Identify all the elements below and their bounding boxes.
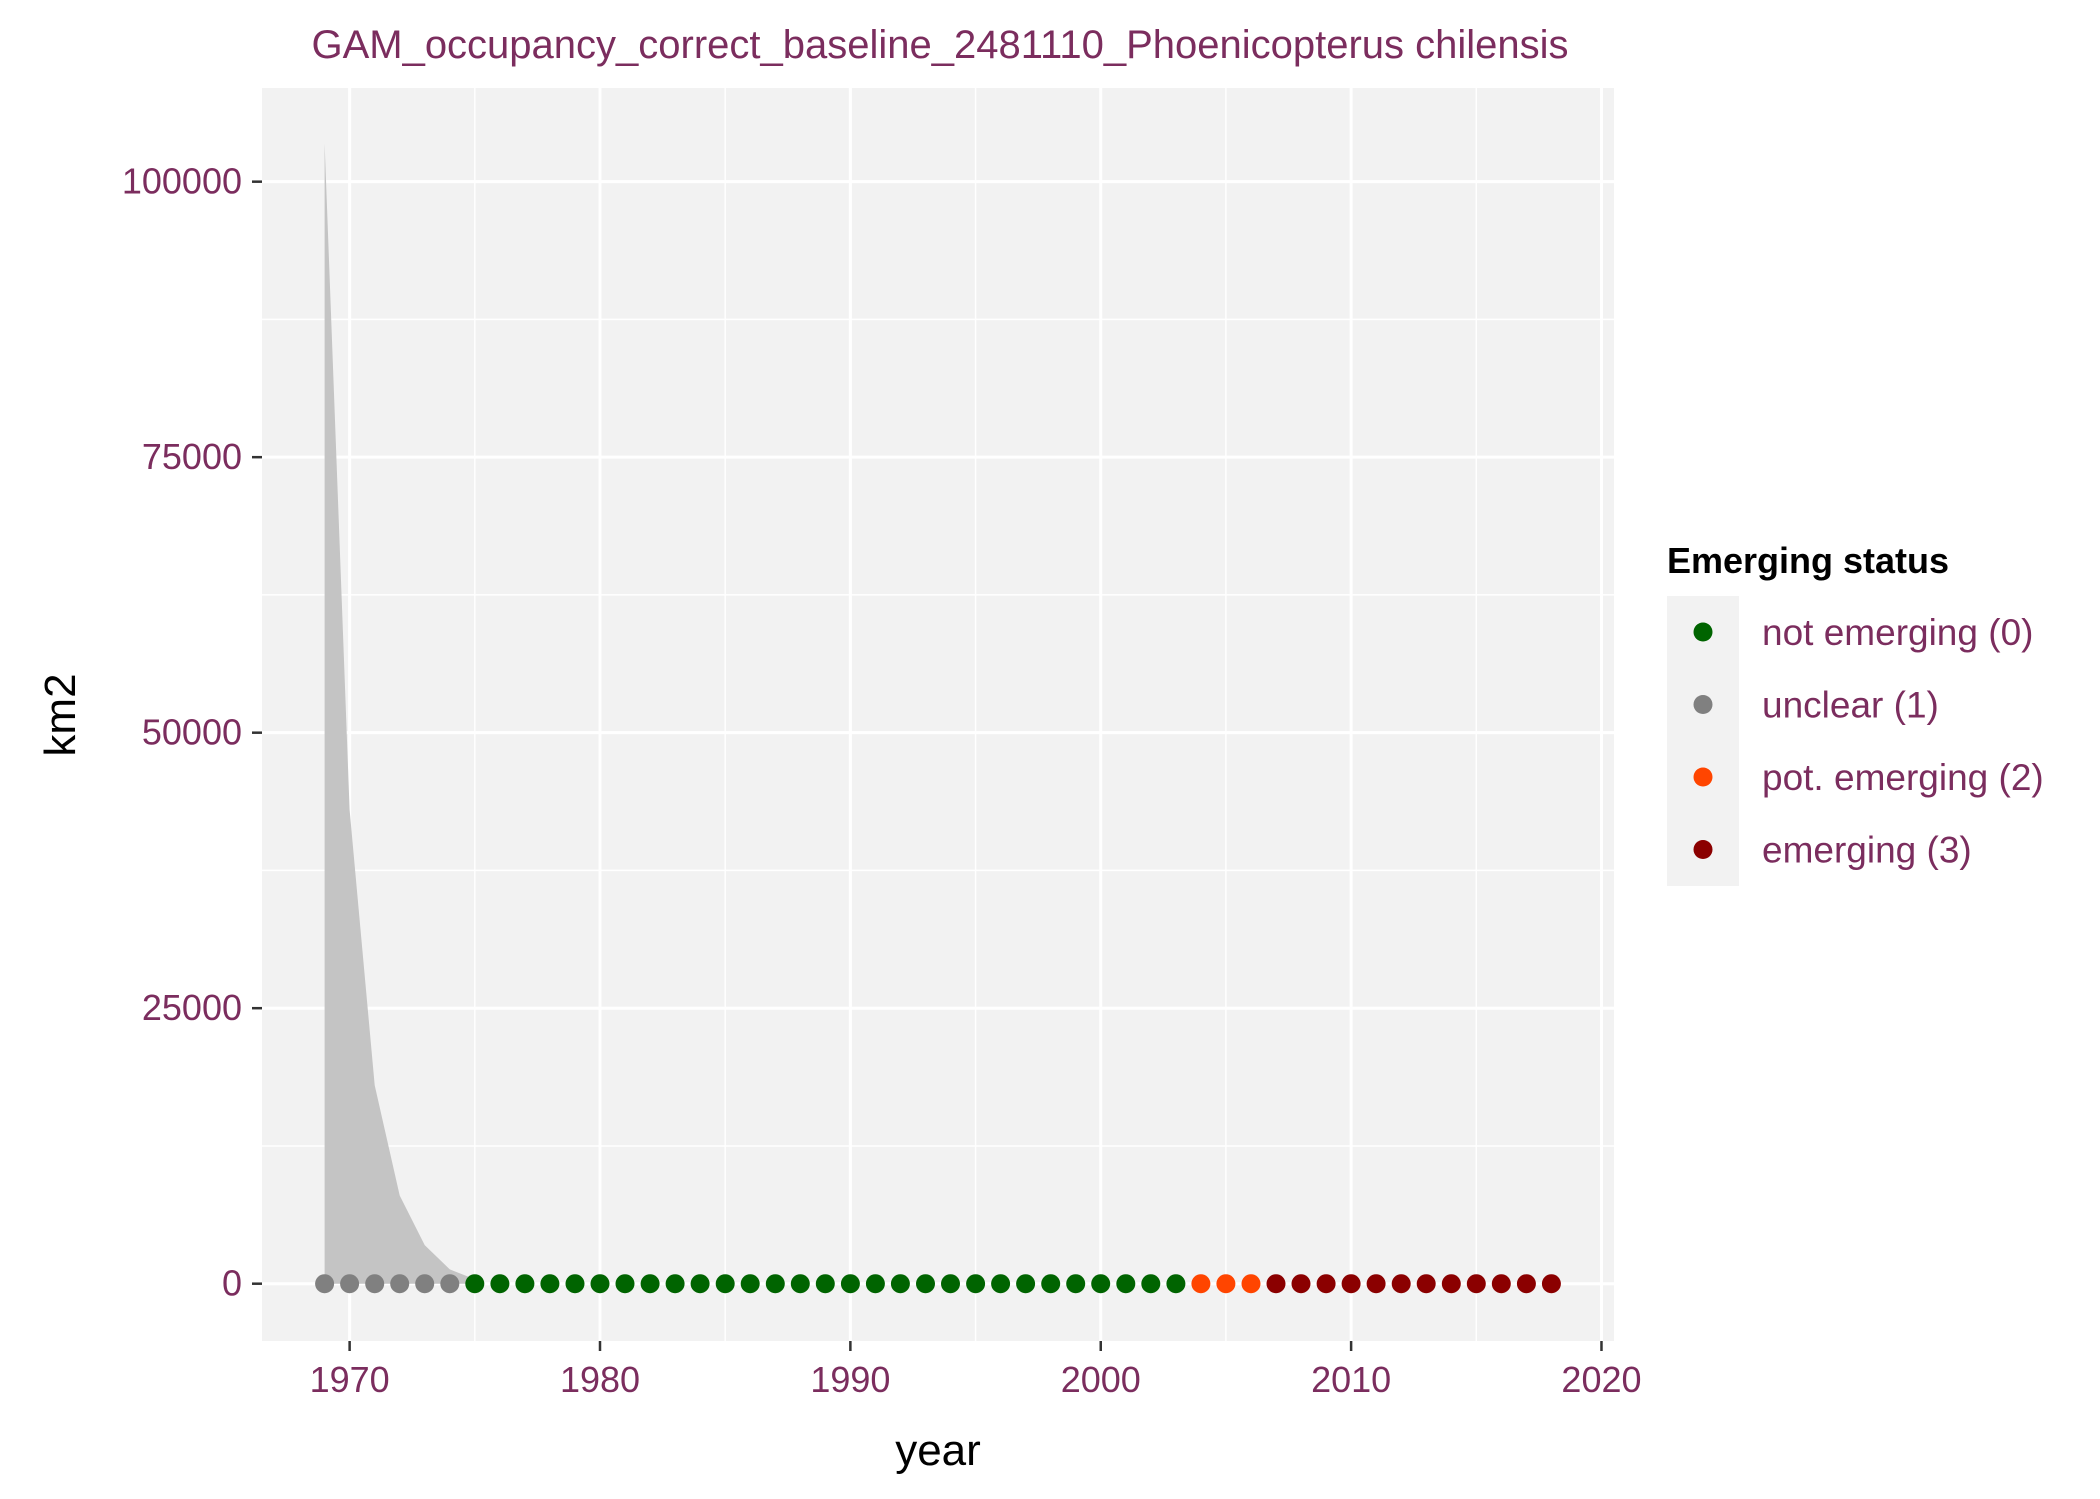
data-point	[465, 1274, 485, 1294]
data-point	[865, 1274, 885, 1294]
data-point	[1166, 1274, 1186, 1294]
confidence-ribbon	[324, 143, 475, 1284]
x-axis-title: year	[895, 1426, 981, 1475]
data-point	[315, 1274, 335, 1294]
data-point	[490, 1274, 510, 1294]
legend: Emerging status not emerging (0) unclear …	[1667, 540, 2044, 886]
legend-label: unclear (1)	[1762, 685, 1939, 726]
data-point	[1366, 1274, 1386, 1294]
data-point	[440, 1274, 460, 1294]
data-point	[1541, 1274, 1561, 1294]
y-tick-label: 0	[222, 1263, 242, 1304]
data-point	[740, 1274, 760, 1294]
x-tick-label: 2000	[1061, 1359, 1141, 1400]
legend-key-background	[1667, 596, 1739, 886]
data-point	[1241, 1274, 1261, 1294]
grid-major	[262, 88, 1614, 1341]
y-tick-label: 100000	[122, 161, 242, 202]
data-point	[991, 1274, 1011, 1294]
x-axis: 1970 1980 1990 2000 2010 2020	[310, 1341, 1642, 1400]
data-point	[390, 1274, 410, 1294]
data-point	[1066, 1274, 1086, 1294]
data-point	[1191, 1274, 1211, 1294]
data-point	[365, 1274, 385, 1294]
chart-title: GAM_occupancy_correct_baseline_2481110_P…	[311, 23, 1568, 67]
x-tick-label: 2010	[1311, 1359, 1391, 1400]
data-point	[1341, 1274, 1361, 1294]
legend-swatch	[1693, 695, 1713, 714]
x-tick-label: 1990	[810, 1359, 890, 1400]
y-tick-label: 75000	[142, 436, 242, 477]
legend-label: emerging (3)	[1762, 830, 1972, 871]
data-point	[1316, 1274, 1336, 1294]
y-axis: 0 25000 50000 75000 100000	[122, 161, 262, 1304]
legend-title: Emerging status	[1667, 540, 1949, 581]
data-point	[715, 1274, 735, 1294]
data-point	[1516, 1274, 1536, 1294]
y-axis-title: km2	[36, 673, 85, 756]
data-point	[1391, 1274, 1411, 1294]
plot-panel	[262, 88, 1614, 1341]
data-point	[665, 1274, 685, 1294]
data-point	[815, 1274, 835, 1294]
data-point	[840, 1274, 860, 1294]
data-point	[890, 1274, 910, 1294]
data-point	[1291, 1274, 1311, 1294]
data-point	[790, 1274, 810, 1294]
data-point	[1116, 1274, 1136, 1294]
data-point	[966, 1274, 986, 1294]
data-point	[1466, 1274, 1486, 1294]
x-tick-label: 1980	[560, 1359, 640, 1400]
data-point	[690, 1274, 710, 1294]
data-point	[515, 1274, 535, 1294]
legend-label: pot. emerging (2)	[1762, 757, 2044, 798]
data-point	[1216, 1274, 1236, 1294]
legend-swatch	[1693, 767, 1713, 787]
legend-label: not emerging (0)	[1762, 612, 2033, 653]
data-point	[941, 1274, 960, 1294]
data-point	[1091, 1274, 1111, 1294]
data-point	[1016, 1274, 1036, 1294]
data-point	[1416, 1274, 1436, 1294]
data-point	[1441, 1274, 1461, 1294]
grid-minor	[262, 88, 1614, 1341]
data-point	[1491, 1274, 1511, 1294]
x-tick-label: 2020	[1561, 1359, 1641, 1400]
data-point	[415, 1274, 435, 1294]
data-point	[615, 1274, 635, 1294]
data-point	[540, 1274, 560, 1294]
legend-swatch	[1693, 840, 1713, 859]
data-point	[765, 1274, 785, 1294]
y-tick-label: 50000	[142, 712, 242, 753]
data-point	[1266, 1274, 1286, 1294]
data-point	[640, 1274, 660, 1294]
data-point	[1041, 1274, 1061, 1294]
y-tick-label: 25000	[142, 987, 242, 1028]
data-point	[1141, 1274, 1161, 1294]
data-points	[315, 1274, 1561, 1294]
data-point	[590, 1274, 610, 1294]
data-point	[565, 1274, 585, 1294]
ribbon-area	[324, 143, 475, 1284]
x-tick-label: 1970	[310, 1359, 390, 1400]
data-point	[916, 1274, 935, 1294]
legend-swatch	[1693, 622, 1713, 642]
data-point	[340, 1274, 360, 1294]
